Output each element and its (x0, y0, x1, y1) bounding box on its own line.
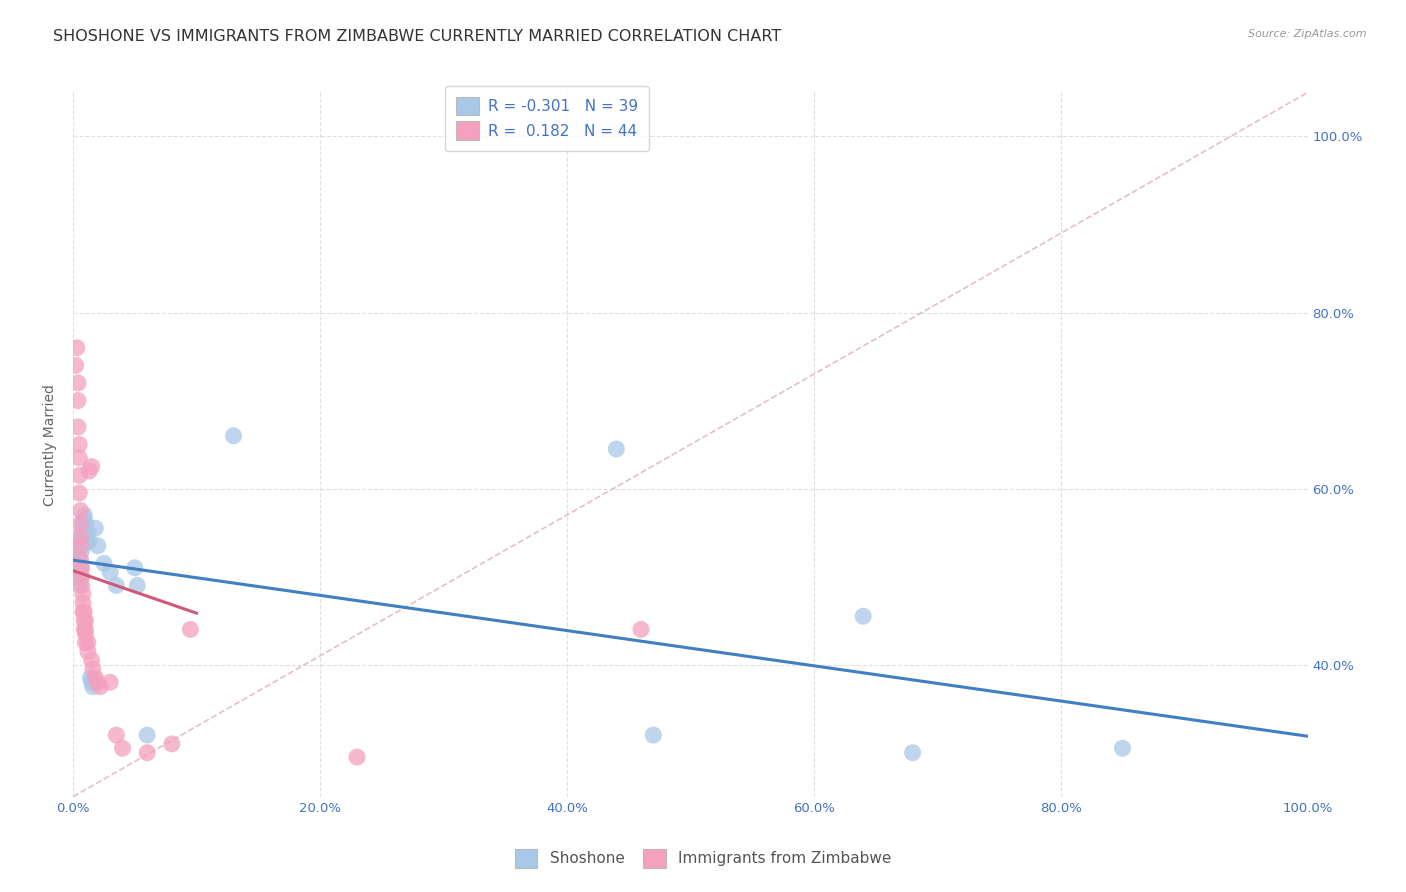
Point (82, 662, 104, 676)
Point (901, 746, 924, 760)
Point (75, 614, 97, 628)
Point (79, 671, 101, 685)
Point (124, 561, 146, 575)
Point (105, 578, 128, 592)
Point (69, 569, 91, 583)
Point (160, 737, 183, 751)
Point (136, 728, 159, 742)
Point (77, 464, 100, 478)
Point (66, 552, 89, 566)
Point (69, 516, 91, 531)
Point (105, 728, 128, 742)
Point (84, 671, 107, 685)
Point (73, 512, 96, 526)
Point (66, 548, 89, 562)
Point (66, 393, 89, 408)
Point (84, 521, 107, 535)
Point (630, 623, 652, 637)
Point (69, 539, 91, 553)
Point (69, 530, 91, 544)
Point (75, 623, 97, 637)
Point (73, 508, 96, 522)
Point (76, 534, 98, 549)
Point (69, 561, 91, 575)
Point (87, 675, 110, 690)
Point (67, 486, 90, 500)
Point (77, 534, 100, 549)
Point (70, 578, 93, 592)
Point (75, 525, 97, 540)
Point (67, 569, 90, 583)
Point (70, 569, 93, 583)
Point (75, 635, 97, 649)
Point (67, 578, 90, 592)
Point (77, 644, 100, 658)
Point (77, 525, 100, 540)
Point (179, 623, 201, 637)
Point (66, 341, 89, 355)
Point (136, 746, 159, 760)
Point (82, 680, 104, 694)
Y-axis label: Currently Married: Currently Married (44, 384, 58, 506)
Point (73, 605, 96, 619)
Point (69, 503, 91, 517)
Point (67, 468, 90, 483)
Point (69, 552, 91, 566)
Point (66, 420, 89, 434)
Point (75, 627, 97, 641)
Point (643, 728, 665, 742)
Point (80, 653, 103, 667)
Point (72, 596, 94, 610)
Point (87, 539, 110, 553)
Point (89, 680, 111, 694)
Point (70, 525, 93, 540)
Legend: Shoshone, Immigrants from Zimbabwe: Shoshone, Immigrants from Zimbabwe (509, 843, 897, 873)
Point (70, 534, 93, 549)
Point (127, 578, 149, 592)
Point (98, 566, 121, 580)
Point (67, 552, 90, 566)
Point (346, 750, 368, 764)
Point (72, 516, 94, 531)
Point (80, 459, 103, 474)
Point (73, 623, 96, 637)
Point (222, 429, 245, 443)
Legend: R = -0.301   N = 39, R =  0.182   N = 44: R = -0.301 N = 39, R = 0.182 N = 44 (444, 86, 648, 151)
Point (72, 587, 94, 601)
Point (75, 516, 97, 531)
Point (67, 561, 90, 575)
Text: Source: ZipAtlas.com: Source: ZipAtlas.com (1249, 29, 1367, 38)
Point (852, 609, 875, 624)
Point (93, 557, 115, 571)
Point (98, 675, 121, 690)
Point (65, 359, 87, 373)
Point (73, 614, 96, 628)
Point (70, 561, 93, 575)
Point (66, 543, 89, 558)
Point (66, 376, 89, 390)
Point (72, 605, 94, 619)
Text: SHOSHONE VS IMMIGRANTS FROM ZIMBABWE CURRENTLY MARRIED CORRELATION CHART: SHOSHONE VS IMMIGRANTS FROM ZIMBABWE CUR… (53, 29, 782, 44)
Point (70, 543, 93, 558)
Point (67, 437, 90, 451)
Point (67, 450, 90, 465)
Point (77, 635, 100, 649)
Point (72, 521, 94, 535)
Point (1111, 741, 1133, 756)
Point (67, 543, 90, 558)
Point (80, 675, 103, 690)
Point (605, 442, 627, 456)
Point (111, 741, 134, 756)
